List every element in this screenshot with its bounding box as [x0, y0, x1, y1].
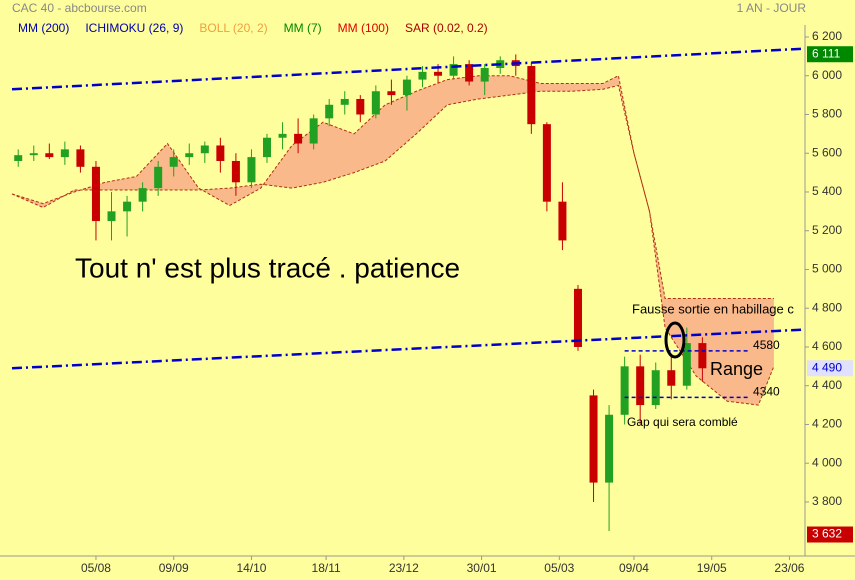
price-tag — [807, 360, 853, 377]
y-tick-label: 5 600 — [812, 145, 842, 159]
candle-body — [169, 157, 178, 167]
y-tick-label: 4 400 — [812, 378, 842, 392]
candle-body — [589, 395, 598, 483]
x-tick-label: 23/12 — [389, 561, 419, 575]
candle-body — [29, 153, 38, 156]
cloud-fill — [12, 75, 774, 406]
candle-body — [200, 145, 209, 154]
price-tag — [807, 46, 853, 63]
candle-body — [60, 149, 69, 158]
x-tick-label: 05/08 — [81, 561, 111, 575]
candle-body — [605, 414, 614, 483]
y-tick-label: 5 200 — [812, 223, 842, 237]
x-tick-label: 23/06 — [774, 561, 804, 575]
candle-body — [340, 98, 349, 105]
legend-entry: MM (100) — [338, 21, 389, 35]
candle-body — [76, 149, 85, 167]
candle-body — [418, 71, 427, 80]
y-tick-label: 4 600 — [812, 339, 842, 353]
candle-body — [387, 91, 396, 96]
candle-body — [434, 71, 443, 76]
comment: Tout n' est plus tracé . patience — [75, 252, 460, 283]
y-tick-label: 3 800 — [812, 494, 842, 508]
candle-body — [667, 370, 676, 386]
annotation: Range — [710, 359, 763, 379]
candle-body — [263, 137, 272, 158]
candle-body — [231, 160, 240, 183]
candle-body — [542, 124, 551, 202]
level-label: 4340 — [753, 385, 780, 399]
candle-body — [573, 288, 582, 347]
candle-body — [480, 67, 489, 82]
candle-body — [91, 166, 100, 222]
candle-body — [682, 343, 691, 386]
annotation: Gap qui sera comblé — [627, 415, 738, 429]
cloud-line — [11, 74, 774, 300]
candle-body — [138, 188, 147, 202]
trendline — [11, 328, 806, 370]
y-tick-label: 5 800 — [812, 107, 842, 121]
candle-body — [402, 79, 411, 96]
y-tick-label: 4 800 — [812, 300, 842, 314]
candle-body — [371, 91, 380, 115]
legend-entry: ICHIMOKU (26, 9) — [85, 21, 183, 35]
legend-entry: BOLL (20, 2) — [199, 21, 267, 35]
y-tick-label: 4 200 — [812, 417, 842, 431]
candle-body — [356, 98, 365, 115]
legend-entry: MM (200) — [18, 21, 69, 35]
x-tick-label: 30/01 — [467, 561, 497, 575]
highlight-ellipse — [664, 321, 686, 359]
chart-title: CAC 40 - abcbourse.com — [12, 1, 147, 15]
legend-entry: MM (7) — [284, 21, 322, 35]
trendline — [11, 47, 806, 91]
x-tick-label: 18/11 — [312, 561, 341, 575]
y-tick-label: 6 200 — [812, 29, 842, 43]
legend: MM (200) ICHIMOKU (26, 9) BOLL (20, 2) MM (… — [18, 21, 488, 35]
price-tag-label: 6 111 — [812, 46, 841, 60]
candle-body — [123, 201, 132, 212]
y-tick-label: 6 000 — [812, 68, 842, 82]
x-tick-label: 09/04 — [619, 561, 649, 575]
x-tick-label: 09/09 — [159, 561, 189, 575]
candle-body — [216, 145, 225, 161]
candle-body — [185, 153, 194, 158]
candle-body — [651, 370, 660, 406]
candle-body — [294, 133, 303, 144]
candle-body — [14, 155, 23, 161]
candle-body — [278, 133, 287, 138]
y-tick-label: 4 000 — [812, 455, 842, 469]
x-tick-label: 19/05 — [697, 561, 727, 575]
level-label: 4580 — [753, 338, 780, 352]
candle-body — [620, 366, 629, 415]
candle-body — [45, 153, 54, 158]
candle-body — [465, 64, 474, 82]
legend-entry: SAR (0.02, 0.2) — [405, 21, 488, 35]
candle-body — [107, 211, 116, 222]
price-tag-label: 3 632 — [812, 527, 842, 541]
y-tick-label: 5 400 — [812, 184, 842, 198]
candle-body — [309, 118, 318, 144]
y-tick-label: 5 000 — [812, 262, 842, 276]
candle-body — [558, 201, 567, 241]
cloud-line — [11, 84, 775, 406]
candle-body — [325, 104, 334, 119]
price-tag — [807, 526, 853, 543]
annotation: Fausse sortie en habillage c — [632, 301, 794, 316]
candle-body — [527, 66, 536, 125]
price-tag-label: 4 490 — [812, 360, 842, 374]
candle-body — [449, 64, 458, 76]
x-tick-label: 05/03 — [544, 561, 574, 575]
period: 1 AN - JOUR — [737, 1, 807, 15]
candle-body — [154, 166, 163, 189]
candle-body — [636, 366, 645, 406]
candle-body — [247, 157, 256, 183]
x-tick-label: 14/10 — [236, 561, 266, 575]
candle-body — [698, 343, 707, 369]
